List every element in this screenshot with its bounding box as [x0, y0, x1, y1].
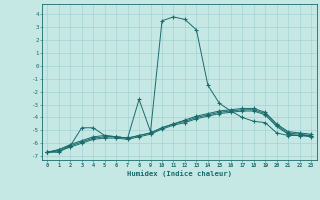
X-axis label: Humidex (Indice chaleur): Humidex (Indice chaleur): [127, 170, 232, 177]
